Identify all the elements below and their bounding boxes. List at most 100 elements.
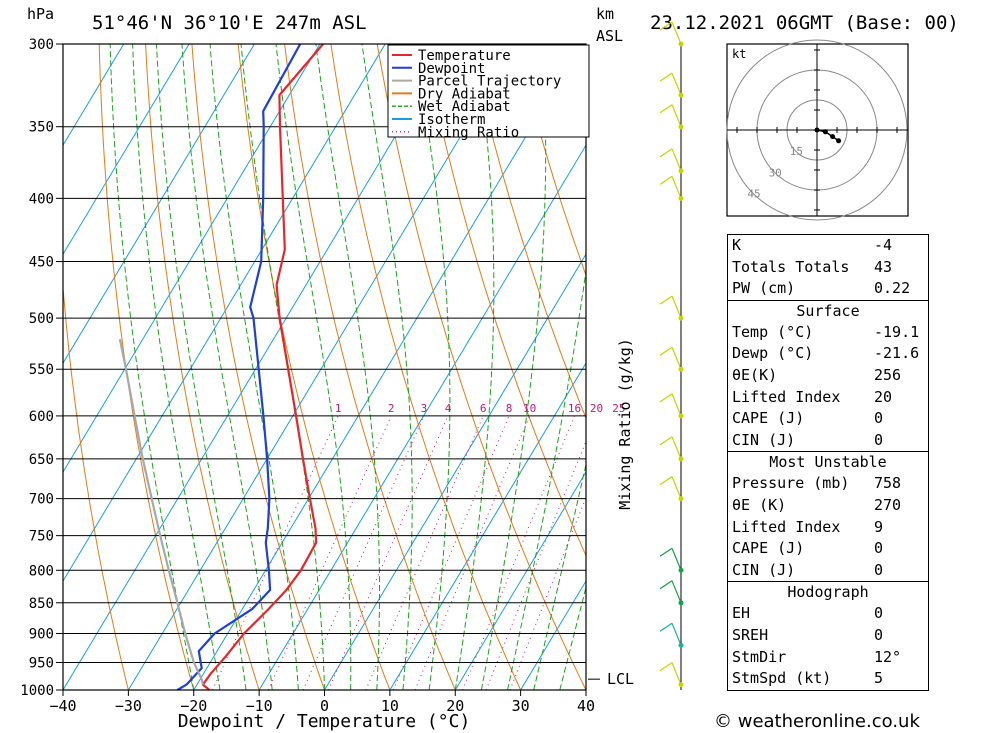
pressure-label: 900 xyxy=(29,626,54,642)
wind-barb-flag xyxy=(659,436,673,446)
hodograph-title: Hodograph xyxy=(728,581,928,603)
x-axis-label: Dewpoint / Temperature (°C) xyxy=(178,711,471,732)
stmdir-row: StmDir 12° xyxy=(732,647,902,666)
dry-adiabat-line xyxy=(237,44,391,690)
wind-barb-dot xyxy=(678,456,684,462)
wind-barb-flag xyxy=(659,662,673,672)
wind-barb-flag xyxy=(659,547,673,557)
wet-adiabat-line xyxy=(454,44,495,690)
isotherm-line xyxy=(63,44,125,147)
hodograph-point xyxy=(830,134,836,140)
isotherm-line xyxy=(454,471,586,690)
dry-adiabat-line xyxy=(515,44,586,277)
wet-adiabat-line xyxy=(315,44,380,690)
dry-adiabat-line xyxy=(933,44,1000,690)
pressure-label: 950 xyxy=(29,655,54,671)
dry-adiabat-line xyxy=(63,282,129,690)
pressure-label: 400 xyxy=(29,191,54,207)
dry-adiabat-line xyxy=(145,44,260,690)
legend-label: Mixing Ratio xyxy=(418,125,519,141)
mixing-ratio-label: 6 xyxy=(480,402,487,415)
wet-adiabat-line xyxy=(361,44,413,690)
wind-barb xyxy=(671,148,682,172)
wind-barb xyxy=(671,346,682,370)
wind-barb-flag xyxy=(659,148,673,158)
mixing-ratio-line xyxy=(267,415,392,690)
mixing-ratio-label: 16 xyxy=(568,402,581,415)
header-datetime: 23.12.2021 06GMT (Base: 00) xyxy=(650,12,959,34)
dry-adiabat-line xyxy=(98,44,195,690)
wind-barb xyxy=(671,295,682,319)
legend-label: Dewpoint xyxy=(418,61,485,77)
hodograph: kt 15 30 45 xyxy=(726,39,909,221)
hodograph-point xyxy=(836,138,842,144)
hodograph-ring-label: 30 xyxy=(769,166,782,179)
legend-label: Dry Adiabat xyxy=(418,86,511,102)
wind-profile xyxy=(659,21,684,690)
wet-adiabat-line xyxy=(181,44,273,690)
wind-barb-dot xyxy=(678,124,684,130)
legend-label: Isotherm xyxy=(418,112,485,128)
wet-adiabat-line xyxy=(507,267,586,690)
wind-barb-flag xyxy=(659,21,673,31)
wind-barb-flag xyxy=(659,346,673,356)
wind-barb-flag xyxy=(659,580,673,590)
temp-tick-label: 40 xyxy=(577,697,595,715)
wind-barb-dot xyxy=(678,92,684,98)
mixing-ratio-label: 20 xyxy=(590,402,603,415)
wind-barb-dot xyxy=(678,195,684,201)
isotherm-line xyxy=(63,44,255,365)
temp-tick-label: 20 xyxy=(446,697,464,715)
hodograph-ring-label: 45 xyxy=(747,188,760,201)
wind-barb-flag xyxy=(659,476,673,486)
wind-barb-dot xyxy=(678,642,684,648)
pressure-label: 800 xyxy=(29,563,54,579)
wind-barb-dot xyxy=(678,567,684,573)
mixing-ratio-label: 2 xyxy=(388,402,395,415)
pressure-label: 550 xyxy=(29,362,54,378)
wind-barb xyxy=(671,393,682,417)
dry-adiabat-line xyxy=(376,44,586,690)
isotherm-line xyxy=(63,44,386,583)
temperature-profile xyxy=(201,44,324,690)
wind-barb-dot xyxy=(678,496,684,502)
wind-barb xyxy=(671,580,682,604)
surface-cin-row: CIN (J) 0 xyxy=(732,430,884,449)
totals-totals-row: Totals Totals 43 xyxy=(732,257,893,276)
wet-adiabat-line xyxy=(209,44,299,690)
wind-barb xyxy=(671,548,682,571)
mixing-ratio-line xyxy=(414,415,531,690)
temp-tick-label: −40 xyxy=(49,697,76,715)
isotherm-line xyxy=(324,253,586,690)
mu-theta-row: θE (K) 270 xyxy=(732,495,902,514)
wind-barb-dot xyxy=(678,41,684,47)
pressure-label: 700 xyxy=(29,492,54,508)
dewpoint-profile xyxy=(176,44,302,690)
wind-barb-flag xyxy=(659,393,673,403)
pressure-label: 300 xyxy=(29,37,54,53)
dry-adiabat-line xyxy=(980,44,1000,690)
eh-row: EH 0 xyxy=(732,604,884,623)
mixing-ratio-line xyxy=(392,415,510,690)
wind-barb-flag xyxy=(659,295,673,305)
wind-barb-flag xyxy=(659,104,673,114)
stmspd-row: StmSpd (kt) 5 xyxy=(732,669,884,688)
legend-label: Temperature xyxy=(418,48,511,64)
surface-cape-row: CAPE (J) 0 xyxy=(732,409,884,428)
mu-cin-row: CIN (J) 0 xyxy=(732,560,884,579)
wind-barb xyxy=(671,476,682,499)
sreh-row: SREH 0 xyxy=(732,625,884,644)
hodograph-unit: kt xyxy=(732,47,746,61)
temp-tick-label: −20 xyxy=(180,697,207,715)
temp-tick-label: 10 xyxy=(381,697,399,715)
surface-temp-row: Temp (°C) -19.1 xyxy=(732,322,920,341)
surface-title: Surface xyxy=(728,299,928,322)
most-unstable-title: Most Unstable xyxy=(728,451,928,473)
indices-table: K -4 Totals Totals 43 PW (cm) 0.22 Surface … xyxy=(727,234,929,691)
wind-barb-dot xyxy=(678,413,684,419)
wind-barb xyxy=(671,623,682,646)
wet-adiabat-line xyxy=(132,44,221,690)
pressure-label: 500 xyxy=(29,311,54,327)
hodograph-ring-label: 15 xyxy=(790,145,803,158)
surface-theta-row: θE(K) 256 xyxy=(732,365,902,384)
